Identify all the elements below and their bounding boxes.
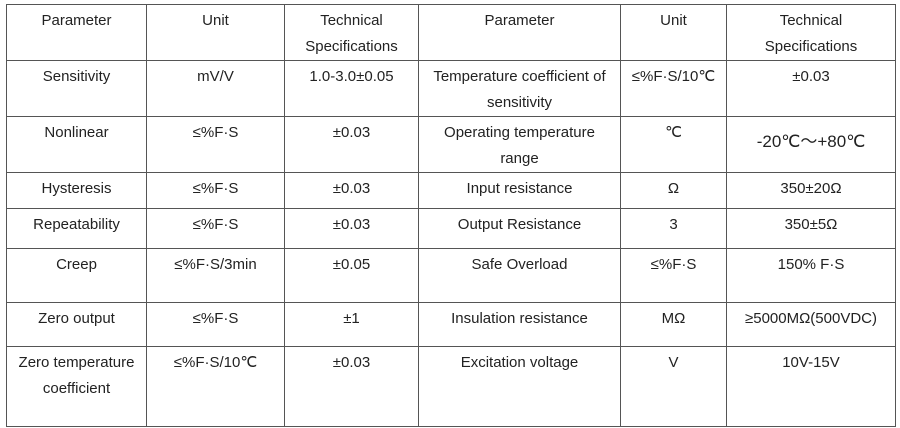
- table-cell: Creep: [6, 248, 147, 303]
- table-row: Nonlinear ≤%F·S ±0.03 Operating temperature…: [6, 116, 896, 173]
- table-cell: ≤%F·S: [146, 208, 285, 249]
- table-cell: ≤%F·S/3min: [146, 248, 285, 303]
- table-cell: 10V-15V: [726, 346, 896, 427]
- table-cell: Output Resistance: [418, 208, 621, 249]
- table-cell: ≥5000MΩ(500VDC): [726, 302, 896, 347]
- table-row: Creep ≤%F·S/3min ±0.05 Safe Overload ≤%F·S 15…: [6, 248, 896, 303]
- header-cell: Parameter: [6, 4, 147, 61]
- table-cell: 150% F·S: [726, 248, 896, 303]
- table-cell: Sensitivity: [6, 60, 147, 117]
- header-cell: Unit: [620, 4, 727, 61]
- header-cell: Technical Specifications: [284, 4, 419, 61]
- table-cell: -20℃～+80℃: [726, 116, 896, 173]
- table-cell: V: [620, 346, 727, 427]
- table-cell: ±0.03: [284, 116, 419, 173]
- table-cell: Hysteresis: [6, 172, 147, 209]
- table-cell: 350±5Ω: [726, 208, 896, 249]
- header-row: Parameter Unit Technical Specifications Par…: [6, 4, 896, 61]
- table-cell: ≤%F·S/10℃: [146, 346, 285, 427]
- table-cell: Zero temperature coefficient: [6, 346, 147, 427]
- table-cell: 1.0-3.0±0.05: [284, 60, 419, 117]
- table-cell: ≤%F·S: [146, 172, 285, 209]
- table-row: Repeatability ≤%F·S ±0.03 Output Resistance…: [6, 208, 896, 249]
- table-row: Zero temperature coefficient ≤%F·S/10℃ ±0.…: [6, 346, 896, 427]
- table-cell: ±0.03: [284, 346, 419, 427]
- spec-table: Parameter Unit Technical Specifications Par…: [6, 4, 896, 427]
- table-cell: Zero output: [6, 302, 147, 347]
- table-row: Sensitivity mV/V 1.0-3.0±0.05 Temperature c…: [6, 60, 896, 117]
- table-cell: ±1: [284, 302, 419, 347]
- table-cell: 3: [620, 208, 727, 249]
- table-cell: Temperature coefficient of sensitivity: [418, 60, 621, 117]
- header-cell: Technical Specifications: [726, 4, 896, 61]
- table-cell: Insulation resistance: [418, 302, 621, 347]
- table-cell: 350±20Ω: [726, 172, 896, 209]
- table-cell: ≤%F·S: [620, 248, 727, 303]
- header-cell: Unit: [146, 4, 285, 61]
- table-row: Hysteresis ≤%F·S ±0.03 Input resistance Ω 350…: [6, 172, 896, 209]
- table-cell: Ω: [620, 172, 727, 209]
- table-cell: Safe Overload: [418, 248, 621, 303]
- table-cell: Repeatability: [6, 208, 147, 249]
- header-cell: Parameter: [418, 4, 621, 61]
- table-cell: ≤%F·S: [146, 116, 285, 173]
- table-cell: ±0.03: [284, 208, 419, 249]
- table-cell: MΩ: [620, 302, 727, 347]
- table-cell: ±0.05: [284, 248, 419, 303]
- table-cell: Excitation voltage: [418, 346, 621, 427]
- table-row: Zero output ≤%F·S ±1 Insulation resistance M…: [6, 302, 896, 347]
- table-cell: ±0.03: [284, 172, 419, 209]
- table-cell: ℃: [620, 116, 727, 173]
- table-cell: Operating temperature range: [418, 116, 621, 173]
- table-cell: ≤%F·S: [146, 302, 285, 347]
- table-cell: Nonlinear: [6, 116, 147, 173]
- table-cell: mV/V: [146, 60, 285, 117]
- table-cell: ±0.03: [726, 60, 896, 117]
- table-cell: Input resistance: [418, 172, 621, 209]
- table-cell: ≤%F·S/10℃: [620, 60, 727, 117]
